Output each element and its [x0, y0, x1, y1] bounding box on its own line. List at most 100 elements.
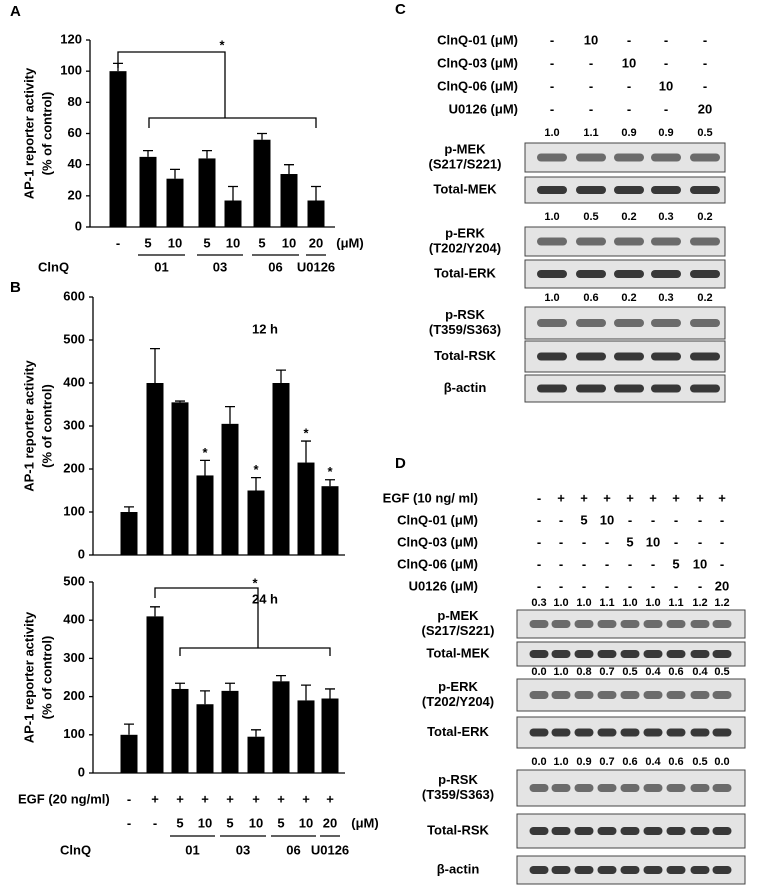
bar: [297, 700, 315, 773]
quantification: 1.2: [714, 597, 729, 609]
blot-band: [643, 784, 663, 792]
quantification: 0.4: [645, 756, 661, 768]
quantification: 0.3: [531, 597, 546, 609]
treatment-value: 20: [715, 578, 729, 593]
panel-letter: C: [395, 1, 406, 18]
error-bar: [251, 729, 261, 737]
blot-band: [620, 620, 640, 628]
blot-band: [537, 319, 567, 327]
quantification: 1.2: [692, 597, 707, 609]
blot-label: Total-RSK: [427, 822, 489, 837]
error-bar: [170, 168, 180, 179]
blot-label: Total-ERK: [434, 265, 496, 280]
y-tick-label: 200: [63, 460, 85, 475]
y-tick-label: 100: [63, 726, 85, 741]
blot-label: Total-MEK: [433, 181, 497, 196]
blot-band: [712, 728, 732, 737]
treatment-label: ClnQ-06 (μM): [397, 556, 478, 571]
x-tick-label: 5: [203, 235, 210, 250]
treatment-value: -: [703, 32, 707, 47]
quantification: 0.5: [583, 211, 598, 223]
blot-band: [690, 186, 720, 194]
blot-band: [643, 827, 663, 835]
y-tick-label: 60: [68, 125, 82, 140]
significance-bracket: [154, 587, 331, 656]
treatment-value: 10: [693, 556, 707, 571]
blot-band: [597, 650, 617, 658]
blot-band: [690, 650, 710, 658]
quantification: 0.5: [714, 666, 729, 678]
treatment-label: ClnQ-06 (μM): [437, 78, 518, 93]
y-axis-label: AP-1 reporter activity: [21, 359, 36, 491]
blot-band: [537, 352, 567, 361]
quantification: 0.2: [621, 292, 636, 304]
treatment-value: -: [703, 55, 707, 70]
bar: [109, 71, 127, 228]
treatment-value: -: [698, 534, 702, 549]
bar: [307, 200, 325, 227]
blot-band: [537, 153, 567, 162]
error-bar: [257, 132, 267, 140]
blot-band: [666, 650, 686, 658]
blot-band: [690, 270, 720, 278]
quantification: 1.0: [544, 127, 559, 139]
quantification: 0.0: [531, 756, 546, 768]
treatment-value: -: [628, 578, 632, 593]
treatment-value: +: [696, 490, 704, 505]
error-bar: [276, 674, 286, 682]
unit-label: (μM): [336, 235, 363, 250]
blot-band: [614, 319, 644, 327]
error-bar: [175, 400, 185, 403]
x-tick-label: 5: [277, 815, 284, 830]
bar: [221, 690, 239, 773]
quantification: 1.0: [576, 597, 591, 609]
treatment-value: +: [580, 490, 588, 505]
bar: [196, 704, 214, 773]
blot-band: [537, 270, 567, 278]
y-tick-label: 0: [78, 546, 85, 561]
error-bar: [301, 440, 311, 463]
egf-sign: +: [226, 791, 234, 806]
treatment-value: -: [559, 512, 563, 527]
treatment-value: 10: [646, 534, 660, 549]
quantification: 0.7: [599, 666, 614, 678]
significance-star: *: [253, 462, 259, 477]
treatment-value: -: [720, 512, 724, 527]
group-label: 01: [185, 842, 199, 857]
blot-label: p-ERK: [445, 225, 485, 240]
x-tick-label: 10: [226, 235, 240, 250]
quantification: 0.9: [621, 127, 636, 139]
treatment-label: ClnQ-03 (μM): [397, 534, 478, 549]
treatment-value: -: [537, 534, 541, 549]
group-label: 03: [236, 842, 250, 857]
blot-label: Total-MEK: [426, 645, 490, 660]
blot-band: [529, 728, 549, 737]
blot-band: [576, 153, 606, 162]
blot-band: [690, 384, 720, 393]
treatment-value: -: [559, 534, 563, 549]
treatment-value: 5: [580, 512, 587, 527]
bar: [198, 158, 216, 227]
treatment-value: -: [651, 556, 655, 571]
blot-band: [651, 186, 681, 194]
treatment-value: -: [582, 556, 586, 571]
treatment-value: 5: [626, 534, 633, 549]
blot-band: [529, 784, 549, 792]
quantification: 0.6: [622, 756, 637, 768]
quantification: 0.4: [645, 666, 661, 678]
group-label: U0126: [297, 259, 335, 274]
row-label: ClnQ: [60, 842, 91, 857]
treatment-value: -: [605, 578, 609, 593]
treatment-label: U0126 (μM): [449, 101, 518, 116]
quantification: 0.9: [658, 127, 673, 139]
blot-band: [643, 728, 663, 737]
blot-band: [597, 784, 617, 792]
treatment-label: ClnQ-01 (μM): [437, 32, 518, 47]
treatment-value: -: [703, 78, 707, 93]
treatment-value: -: [720, 534, 724, 549]
blot-band: [620, 650, 640, 658]
blot-band: [614, 384, 644, 393]
blot-band: [651, 153, 681, 162]
blot-band: [690, 827, 710, 835]
blot-label: Total-RSK: [434, 348, 496, 363]
